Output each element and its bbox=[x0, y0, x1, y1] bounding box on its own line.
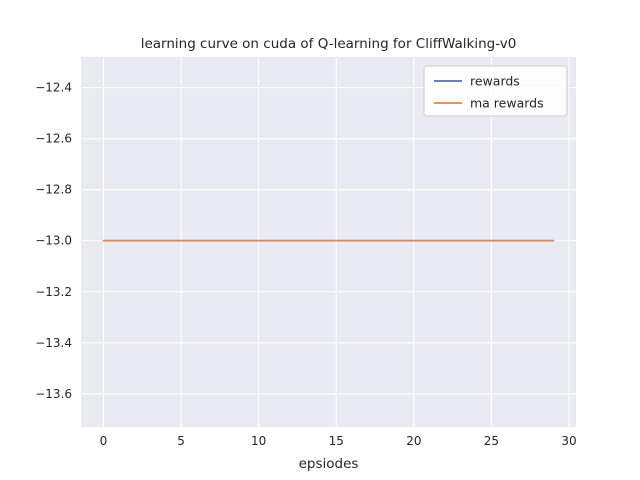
legend-entry-ma-rewards: ma rewards bbox=[434, 96, 544, 111]
y-tick-label: −13.4 bbox=[35, 336, 72, 350]
x-tick-label: 20 bbox=[406, 434, 421, 448]
y-tick-label: −12.8 bbox=[35, 183, 72, 197]
x-tick-label: 10 bbox=[251, 434, 266, 448]
x-tick-label: 0 bbox=[100, 434, 108, 448]
chart-title: learning curve on cuda of Q-learning for… bbox=[141, 36, 517, 52]
plot-area bbox=[81, 57, 576, 427]
x-axis-label: epsiodes bbox=[299, 456, 359, 472]
legend-label-rewards: rewards bbox=[470, 74, 520, 89]
legend-entry-rewards: rewards bbox=[434, 74, 520, 89]
y-tick-label: −12.6 bbox=[35, 132, 72, 146]
y-tick-label: −13.0 bbox=[35, 234, 72, 248]
y-tick-label: −13.6 bbox=[35, 387, 72, 401]
y-tick-label: −13.2 bbox=[35, 285, 72, 299]
x-tick-label: 5 bbox=[177, 434, 185, 448]
legend-label-ma-rewards: ma rewards bbox=[470, 96, 544, 111]
y-tick-label: −12.4 bbox=[35, 81, 72, 95]
legend: rewards ma rewards bbox=[423, 65, 568, 117]
x-tick-label: 15 bbox=[329, 434, 344, 448]
x-tick-label: 30 bbox=[561, 434, 576, 448]
x-tick-label: 25 bbox=[484, 434, 499, 448]
